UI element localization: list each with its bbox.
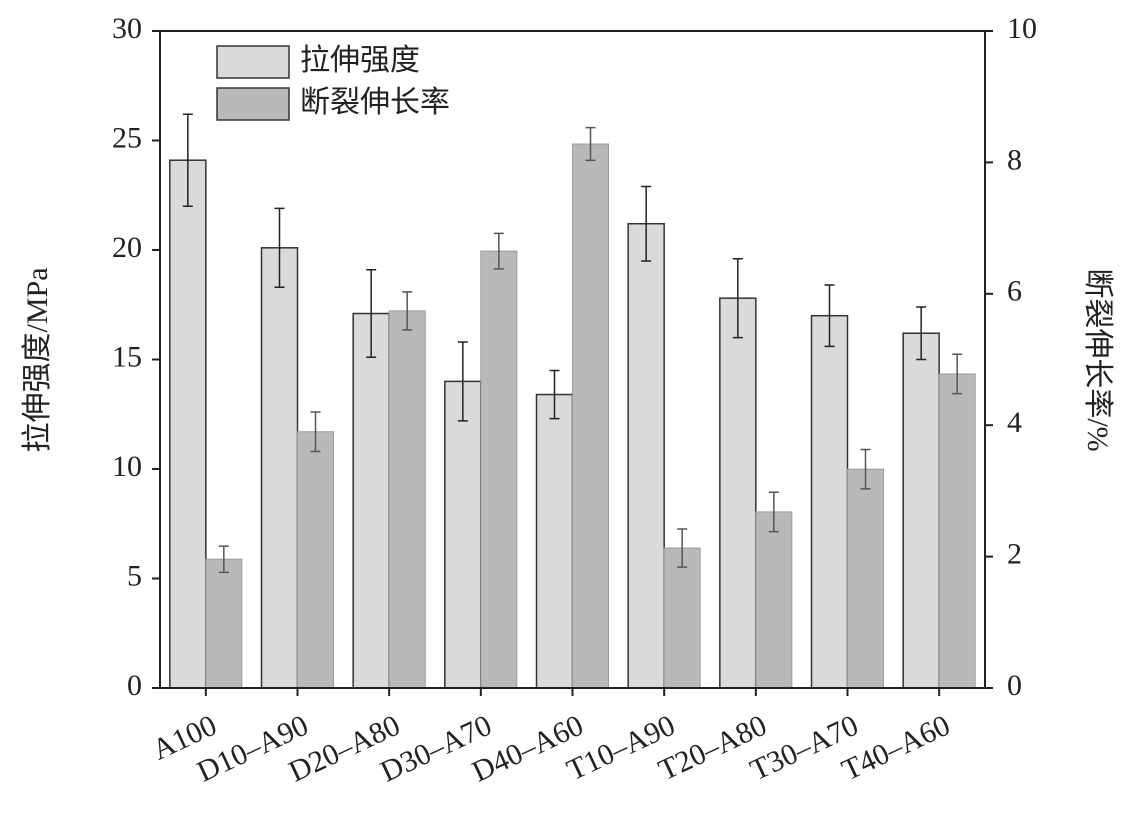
y2-tick-label: 2 — [1007, 537, 1022, 570]
error-bar — [585, 126, 596, 162]
bar — [444, 380, 482, 689]
bar — [572, 143, 609, 689]
legend-label: 拉伸强度 — [300, 44, 420, 77]
y2-tick-label: 10 — [1007, 12, 1037, 45]
y2-tick-label: 4 — [1007, 406, 1022, 439]
error-bar — [310, 411, 321, 453]
error-bar — [457, 341, 468, 422]
error-bar — [274, 207, 285, 288]
bar — [535, 393, 574, 689]
legend-swatch — [216, 45, 290, 79]
bar — [388, 310, 426, 689]
error-bar — [641, 185, 652, 262]
y2-axis-title: 断裂伸长率/% — [1081, 268, 1114, 451]
bar — [847, 468, 884, 689]
error-bar — [952, 353, 963, 395]
legend-label: 断裂伸长率 — [300, 86, 450, 119]
legend-swatch — [216, 87, 290, 121]
error-bar — [916, 306, 927, 361]
bar — [169, 159, 207, 689]
y2-tick-label: 0 — [1007, 669, 1022, 702]
error-bar — [677, 528, 688, 568]
y-tick-label: 20 — [112, 231, 142, 264]
y2-tick-label: 6 — [1007, 275, 1022, 308]
error-bar — [549, 369, 560, 420]
error-bar — [824, 284, 835, 348]
bar — [755, 511, 793, 689]
bar — [719, 297, 757, 689]
bar — [663, 547, 701, 689]
bar — [627, 222, 665, 689]
error-bar — [218, 545, 229, 574]
error-bar — [860, 448, 871, 490]
y2-tick-label: 8 — [1007, 143, 1022, 176]
bar — [205, 558, 243, 689]
y-tick-label: 10 — [112, 450, 142, 483]
y-tick-label: 25 — [112, 121, 142, 154]
bar — [938, 373, 976, 689]
y-tick-label: 5 — [127, 559, 142, 592]
error-bar — [493, 232, 504, 270]
bar — [352, 312, 390, 689]
y-tick-label: 15 — [112, 340, 142, 373]
bar — [480, 250, 518, 689]
y-tick-label: 30 — [112, 12, 142, 45]
bar — [297, 431, 334, 689]
bar — [810, 314, 849, 689]
error-bar — [402, 291, 413, 331]
y-axis-title: 拉伸强度/MPa — [21, 267, 54, 452]
bar — [902, 332, 940, 689]
y-tick-label: 0 — [127, 669, 142, 702]
error-bar — [768, 491, 779, 533]
bar — [260, 247, 299, 689]
error-bar — [366, 268, 377, 359]
error-bar — [182, 113, 193, 207]
plot-frame — [159, 30, 986, 689]
error-bar — [732, 258, 743, 339]
